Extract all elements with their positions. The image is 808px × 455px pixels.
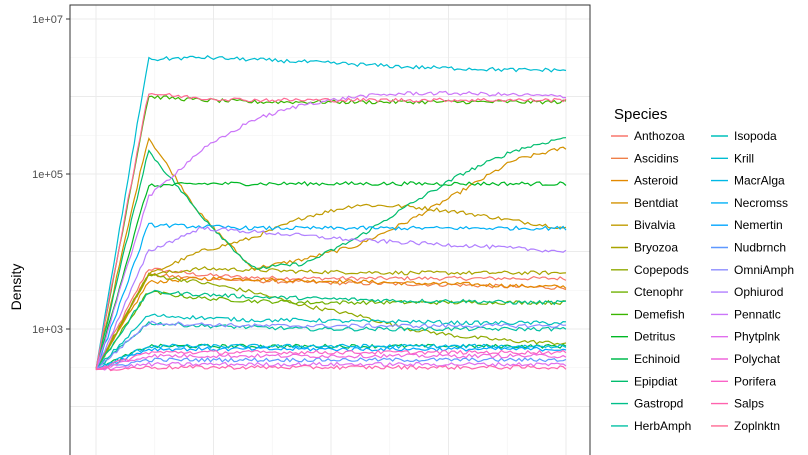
series-line-detritus [95,180,567,370]
series-line-bivalvia [95,203,567,370]
series-line-krill [95,55,567,370]
series-line-salps [95,364,567,372]
legend-label-echinoid: Echinoid [634,352,680,366]
legend-label-epipdiat: Epipdiat [634,374,678,388]
legend-label-anthozoa: Anthozoa [634,129,685,143]
legend-label-salps: Salps [734,397,764,411]
legend-label-herbamph: HerbAmph [634,419,691,433]
legend-label-demefish: Demefish [634,307,685,321]
series-line-epipdiat [95,137,567,370]
series-line-necromss [95,222,567,370]
legend-label-phytplnk: Phytplnk [734,330,781,344]
legend-label-bivalvia: Bivalvia [634,218,676,232]
y-tick-label: 1e+05 [32,169,63,181]
series-line-bryozoa [95,266,567,370]
legend-label-ophiurod: Ophiurod [734,285,783,299]
series-line-nemertin [95,346,567,371]
legend-label-copepods: Copepods [634,263,689,277]
series-line-demefish [95,94,567,370]
y-axis-ticks: 1e+07 1e+05 1e+03 [32,14,70,336]
legend-label-nemertin: Nemertin [734,218,783,232]
series-line-ctenophr [95,290,567,370]
panel-background [70,5,590,455]
legend-label-polychat: Polychat [734,352,781,366]
legend-label-macralga: MacrAlga [734,174,785,188]
legend-label-krill: Krill [734,151,754,165]
y-tick-label: 1e+07 [32,14,63,26]
series-line-gastropd [95,289,567,370]
series-line-polychat [95,353,567,371]
legend-label-isopoda: Isopoda [734,129,777,143]
series-line-asteroid [95,276,567,370]
series-line-ophiurod [95,226,567,370]
series-line-copepods [95,273,567,370]
legend-label-bryozoa: Bryozoa [634,241,678,255]
series-line-nudbrnch [95,357,567,371]
legend-label-ctenophr: Ctenophr [634,285,683,299]
series-line-anthozoa [95,267,567,370]
legend-label-gastropd: Gastropd [634,397,683,411]
series-line-phytplnk [95,361,567,371]
legend-label-asteroid: Asteroid [634,174,678,188]
series-line-pennatlc [95,90,567,370]
series-line-isopoda [95,313,567,370]
series-line-omniamph [95,320,567,370]
legend-title: Species [614,106,667,123]
legend: Species Anthozoa Ascidins Asteroid Bentdiat… [611,106,794,433]
series-line-porifera [95,349,567,371]
legend-label-omniamph: OmniAmph [734,263,794,277]
legend-label-necromss: Necromss [734,196,788,210]
legend-label-bentdiat: Bentdiat [634,196,679,210]
panel-border [69,4,591,455]
series-line-macralga [95,343,567,371]
legend-label-nudbrnch: Nudbrnch [734,241,786,255]
y-axis-label: Density [8,264,24,311]
legend-label-detritus: Detritus [634,330,675,344]
legend-label-pennatlc: Pennatlc [734,307,781,321]
y-tick-label: 1e+03 [32,324,63,336]
series-lines [95,55,567,372]
series-line-zoplnktn [95,92,567,370]
legend-label-zoplnktn: Zoplnktn [734,419,780,433]
legend-label-ascidins: Ascidins [634,151,679,165]
legend-label-porifera: Porifera [734,374,776,388]
